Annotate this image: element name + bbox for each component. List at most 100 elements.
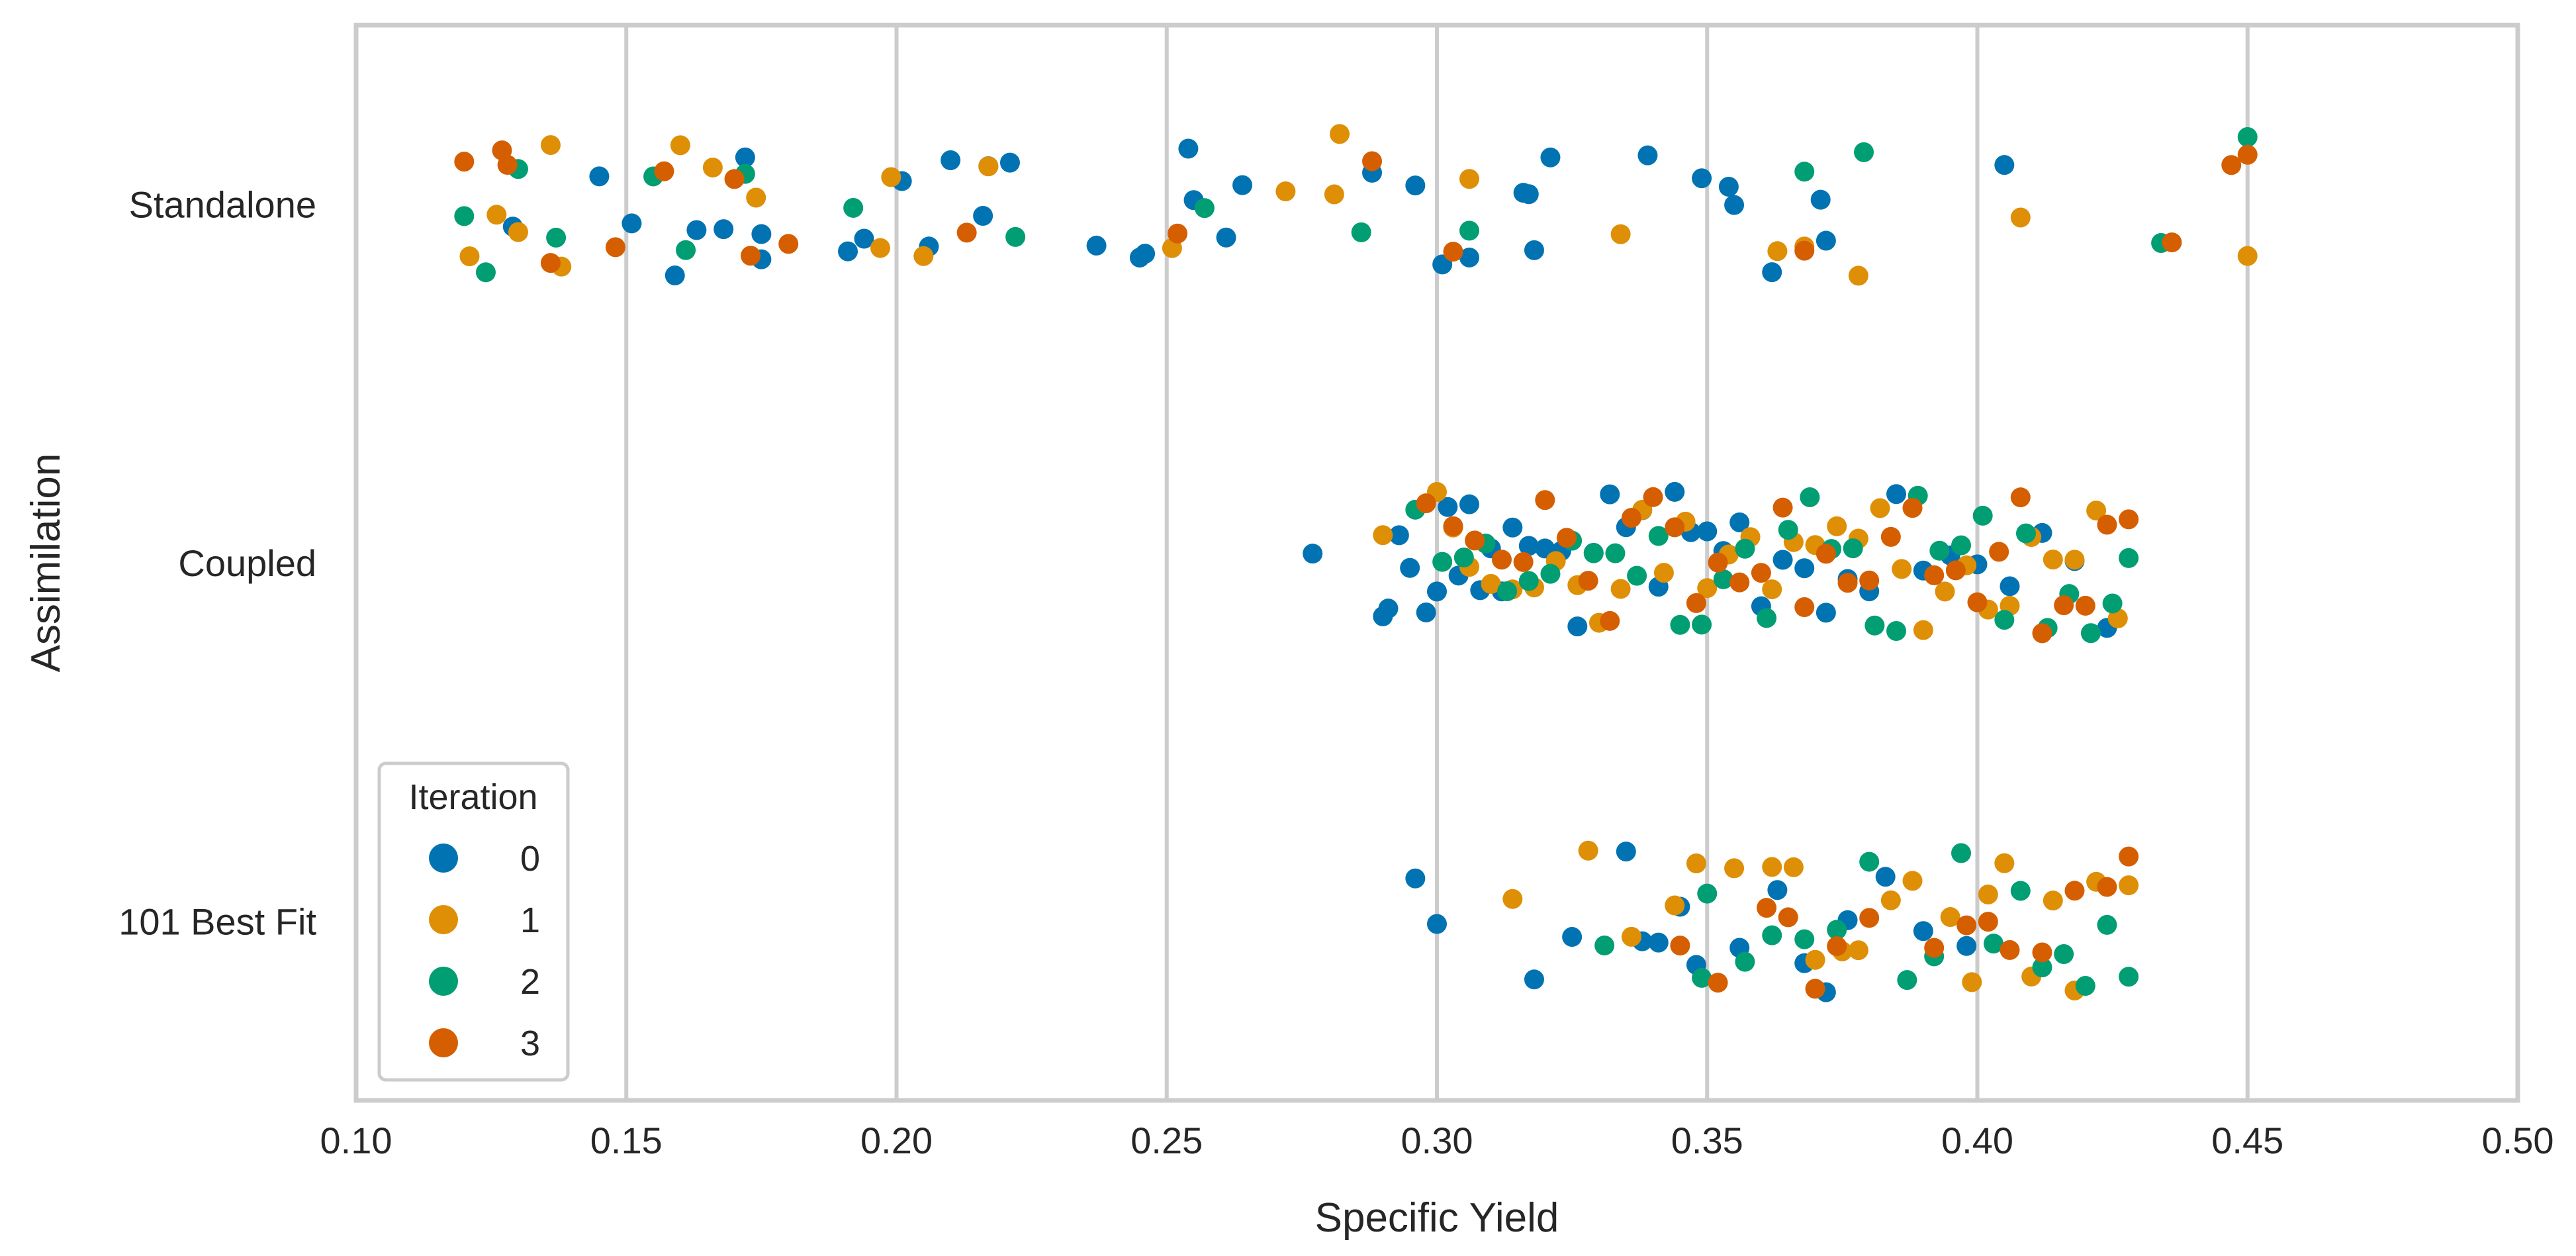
data-point [1924,938,1945,958]
data-point [1578,840,1598,861]
data-point [1989,542,2009,562]
data-point [1524,240,1544,260]
data-point [2075,595,2095,616]
data-point [454,152,475,172]
data-point [1994,610,2015,630]
data-point [1616,842,1636,862]
data-point [735,147,755,168]
data-point [941,150,961,171]
data-point [1951,535,1972,556]
data-point [1735,951,1755,972]
data-point [1772,497,1793,518]
data-point [1216,227,1236,248]
data-point [1692,967,1712,988]
data-point [1870,498,1890,518]
data-point [1232,175,1253,195]
data-point [1459,247,1479,267]
data-point [1902,498,1923,518]
data-point [621,213,642,234]
legend: Iteration 0 1 2 3 [377,761,570,1082]
data-point [1757,608,1777,628]
data-point [1556,528,1577,548]
data-point [1491,550,1512,570]
data-point [2075,976,2095,996]
data-point [956,222,977,243]
data-point [1810,189,1831,210]
data-point [2043,550,2063,570]
data-point [1594,935,1615,955]
data-point [1540,147,1561,168]
data-point [497,155,518,175]
data-point [1389,525,1409,546]
data-point [1794,929,1815,949]
data-point [1935,581,1955,602]
data-point [654,161,674,181]
data-point [1886,621,1907,642]
data-point [1972,505,1993,526]
data-point [1929,540,1950,561]
x-tick-label: 0.30 [1401,1120,1473,1161]
data-point [1416,493,1436,514]
data-point [1816,544,1836,564]
data-point [1783,857,1804,877]
data-point [2010,207,2031,228]
data-point [973,205,993,226]
data-point [1665,895,1685,916]
data-point [2032,957,2052,978]
data-point [1713,569,1733,589]
data-point [1762,262,1782,283]
data-point [1330,124,1350,144]
data-point [1686,853,1706,874]
data-point [1583,543,1604,563]
data-point [1767,241,1788,262]
x-tick-label: 0.50 [2482,1120,2554,1161]
data-point [1643,487,1663,507]
data-point [1518,184,1539,205]
data-point [2102,593,2123,614]
data-point [1859,570,1880,591]
data-point [1481,573,1501,594]
data-point [1697,578,1718,599]
data-point [1762,579,1782,600]
data-point [1502,517,1523,538]
data-point [1686,593,1706,613]
data-point [881,167,901,187]
data-point [1967,592,1988,612]
data-point [2080,623,2101,644]
data-point [670,135,690,156]
data-point [724,169,745,189]
data-point [1653,563,1674,583]
data-point [508,222,528,242]
data-point [1373,525,1393,546]
plot-frame [353,23,2520,1103]
data-point [1956,936,1977,956]
data-point [2097,877,2117,897]
x-tick-label: 0.20 [860,1120,933,1161]
data-point [1465,530,1485,551]
data-point [2237,246,2258,266]
data-point [1762,925,1782,945]
data-point [713,219,734,240]
data-point [1605,543,1626,563]
data-point [978,156,999,177]
data-point [838,241,858,262]
data-point [1902,871,1923,891]
data-point [1692,168,1712,189]
data-point [1178,138,1199,159]
data-point [1718,177,1739,197]
data-point [1275,181,1296,201]
data-point [1751,563,1771,583]
data-point [1086,235,1107,256]
data-point [2237,144,2258,165]
data-point [778,234,799,254]
data-point [1794,558,1815,579]
data-point [1897,970,1917,990]
data-point [1135,244,1156,264]
data-point [1443,516,1463,536]
data-point [1362,151,1383,171]
data-point [1518,571,1539,591]
data-point [1827,516,1847,536]
data-point [1578,571,1598,591]
data-point [2119,875,2139,896]
